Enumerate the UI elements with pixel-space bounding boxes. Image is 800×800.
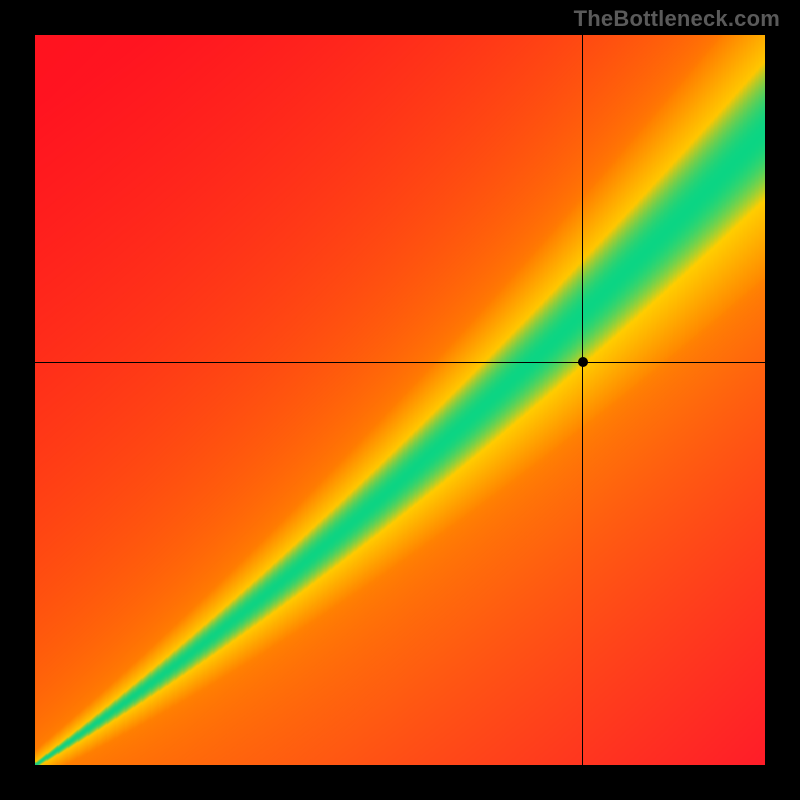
frame: TheBottleneck.com (0, 0, 800, 800)
bottleneck-heatmap (35, 35, 765, 765)
watermark-text: TheBottleneck.com (574, 6, 780, 32)
crosshair-horizontal (35, 362, 765, 363)
crosshair-vertical (582, 35, 583, 765)
crosshair-point (578, 357, 588, 367)
